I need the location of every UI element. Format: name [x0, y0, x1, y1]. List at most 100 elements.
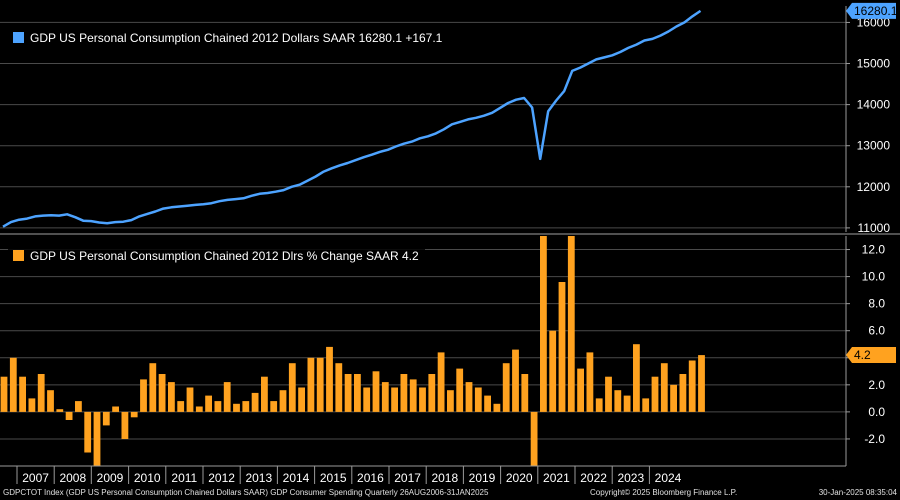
x-tick-label: 2016: [357, 471, 384, 485]
percent-change-bar: [660, 363, 668, 412]
value-badges: 16280.1 4.2: [846, 2, 898, 364]
percent-change-bar: [409, 379, 417, 412]
percent-change-bar: [121, 411, 129, 439]
percent-change-bar: [307, 357, 315, 412]
footer-date: 30-Jan-2025 08:35:04: [818, 488, 897, 497]
percent-change-bar: [298, 387, 305, 412]
bottom-panel-plot: [0, 236, 705, 466]
x-tick-label: 2024: [655, 471, 682, 485]
percent-change-bar: [540, 236, 547, 412]
percent-change-bar: [474, 387, 482, 412]
percent-change-bar: [512, 349, 519, 412]
x-tick-label: 2013: [245, 471, 272, 485]
x-tick-label: 2022: [580, 471, 607, 485]
x-tick-label: 2010: [134, 471, 161, 485]
percent-change-bar: [102, 411, 110, 426]
percent-change-bar: [447, 390, 454, 412]
x-tick-label: 2011: [171, 471, 197, 485]
x-tick-label: 2017: [394, 471, 421, 485]
percent-change-bar: [288, 363, 296, 412]
bottom-y-tick-label: 8.0: [868, 297, 885, 311]
percent-change-bar: [75, 401, 82, 412]
percent-change-bar: [400, 374, 408, 412]
percent-change-bar: [521, 374, 529, 412]
y-axes: 11000 12000 13000 14000 15000 16000 -2.0 0.0 2.0…: [845, 6, 891, 466]
percent-change-bar: [437, 352, 445, 412]
percent-change-bar: [651, 376, 659, 412]
top-y-tick-label: 16000: [857, 15, 891, 29]
percent-change-bar: [567, 236, 575, 412]
percent-change-bar: [586, 352, 594, 412]
last-value-badge-bottom: 4.2: [846, 347, 896, 364]
percent-change-bar: [112, 406, 119, 412]
percent-change-bar: [381, 382, 389, 412]
x-tick-label: 2023: [617, 471, 644, 485]
percent-change-bar: [363, 387, 371, 412]
percent-change-bar: [614, 390, 622, 412]
x-tick-label: 2009: [97, 471, 124, 485]
percent-change-bar: [558, 282, 566, 412]
x-tick-label: 2014: [283, 471, 310, 485]
percent-change-bar: [47, 390, 54, 412]
bottom-y-tick-label: -2.0: [864, 432, 885, 446]
top-y-tick-label: 12000: [857, 180, 891, 194]
top-y-tick-label: 15000: [857, 57, 891, 71]
bar-group: [0, 236, 705, 466]
percent-change-bar: [698, 355, 705, 412]
percent-change-bar: [195, 406, 203, 412]
percent-change-bar: [37, 374, 45, 412]
legend-top-text: GDP US Personal Consumption Chained 2012…: [30, 31, 443, 45]
percent-change-bar: [372, 371, 380, 412]
percent-change-bar: [502, 363, 510, 412]
percent-change-bar: [233, 403, 240, 412]
last-value-badge-top: 16280.1: [846, 2, 898, 19]
x-tick-label: 2015: [320, 471, 347, 485]
x-tick-label: 2020: [506, 471, 533, 485]
percent-change-bar: [0, 376, 8, 412]
percent-change-bar: [623, 395, 631, 412]
percent-change-bar: [279, 390, 287, 412]
percent-change-bar: [326, 346, 333, 412]
percent-change-bar: [344, 374, 352, 412]
percent-change-bar: [465, 382, 473, 412]
percent-change-bar: [633, 344, 640, 412]
percent-change-bar: [335, 363, 343, 412]
percent-change-bar: [168, 382, 175, 412]
legend-swatch-bar: [13, 250, 24, 261]
percent-change-bar: [56, 409, 64, 412]
percent-change-bar: [177, 401, 185, 412]
bottom-y-tick-label: 12.0: [862, 243, 886, 257]
x-axis: 2007 2008 2009 2010 2011 2012 2013 2014 2015 2016…: [0, 465, 846, 485]
bottom-y-tick-label: 6.0: [868, 324, 885, 338]
top-panel-plot: [2, 9, 702, 228]
percent-change-bar: [140, 379, 147, 412]
percent-change-bar: [391, 387, 398, 412]
percent-change-bar: [19, 376, 26, 412]
percent-change-bar: [205, 395, 212, 412]
legend-bottom: GDP US Personal Consumption Chained 2012…: [8, 246, 425, 266]
percent-change-bar: [130, 411, 138, 418]
percent-change-bar: [549, 330, 557, 412]
percent-change-bar: [9, 357, 17, 412]
footer-copyright: Copyright© 2025 Bloomberg Finance L.P.: [590, 488, 738, 497]
percent-change-bar: [679, 374, 687, 412]
percent-change-bar: [605, 376, 612, 412]
percent-change-bar: [316, 357, 324, 412]
legend-bottom-text: GDP US Personal Consumption Chained 2012…: [30, 249, 419, 263]
legend-top: GDP US Personal Consumption Chained 2012…: [8, 28, 449, 48]
last-value-badge-top-text: 16280.1: [854, 4, 898, 18]
last-value-badge-bottom-text: 4.2: [854, 348, 871, 362]
percent-change-bar: [530, 411, 538, 466]
top-y-tick-label: 11000: [858, 221, 891, 235]
percent-change-bar: [261, 376, 268, 412]
x-tick-label: 2012: [208, 471, 235, 485]
percent-change-bar: [84, 411, 92, 453]
percent-change-bar: [419, 387, 426, 412]
top-panel-grid: [0, 21, 900, 235]
percent-change-bar: [354, 374, 361, 412]
x-tick-label: 2008: [59, 471, 86, 485]
percent-change-bar: [670, 384, 677, 412]
percent-change-bar: [65, 411, 73, 420]
bottom-y-tick-label: 0.0: [868, 405, 885, 419]
